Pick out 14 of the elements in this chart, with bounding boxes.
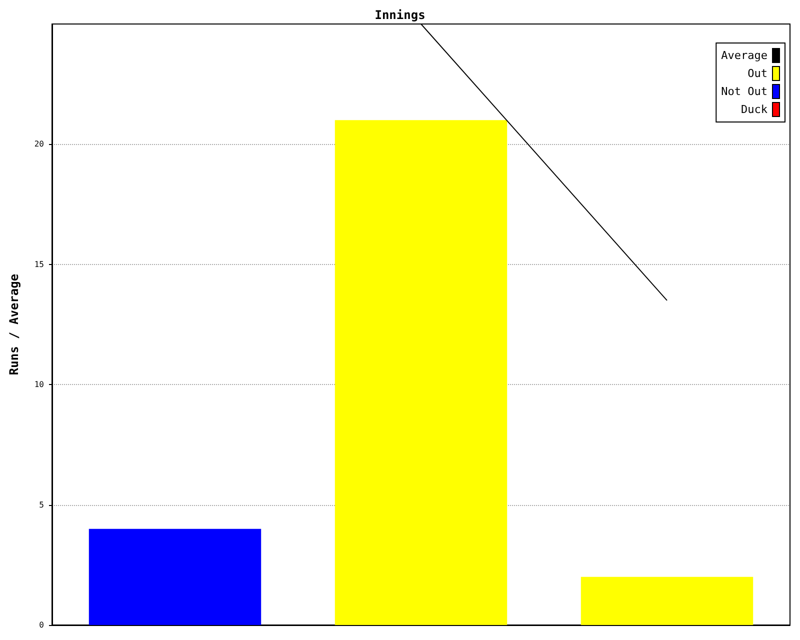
- legend-label: Out: [748, 67, 768, 80]
- y-tick-label: 15: [34, 260, 44, 269]
- legend-label: Duck: [741, 103, 768, 116]
- y-tick-label: 20: [34, 140, 44, 149]
- bar: [580, 576, 754, 625]
- bar: [334, 120, 508, 625]
- chart-title: Innings: [374, 8, 426, 22]
- y-tick-label: 5: [39, 500, 44, 510]
- y-tick-label: 0: [39, 620, 44, 630]
- y-axis-title: Runs / Average: [7, 274, 21, 376]
- legend-label: Average: [721, 49, 768, 62]
- bar: [88, 528, 262, 625]
- legend-label: Not Out: [721, 85, 768, 98]
- y-tick-label: 10: [34, 380, 44, 390]
